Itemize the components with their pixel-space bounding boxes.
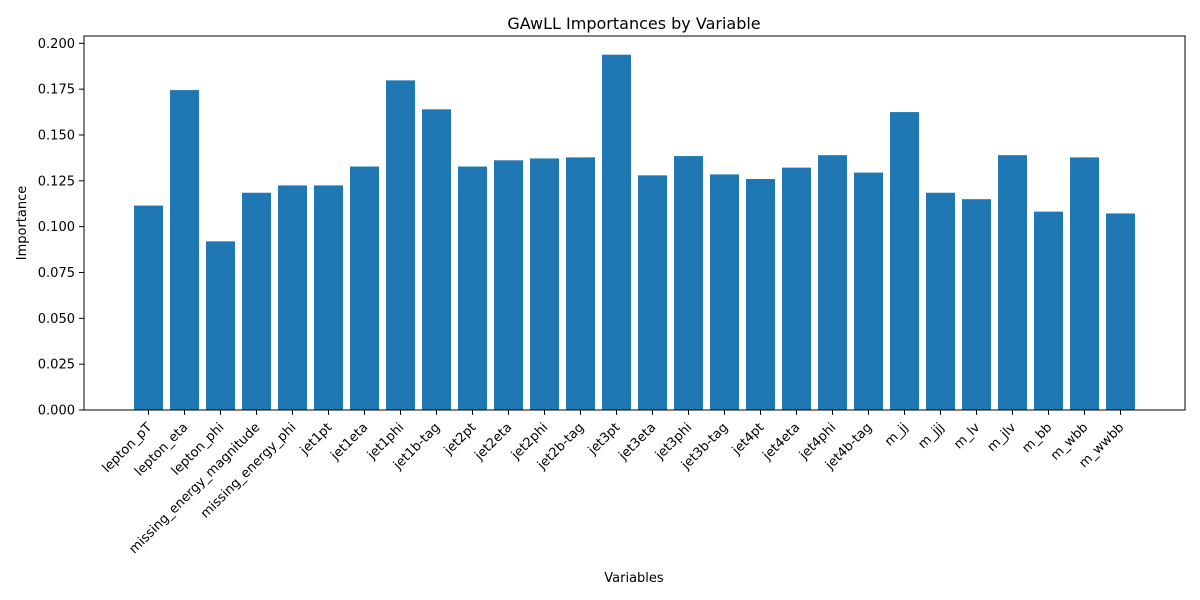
bar bbox=[998, 155, 1027, 410]
bar bbox=[278, 185, 307, 410]
y-axis: 0.000 0.025 0.050 0.075 0.100 0.125 0.150 0.175… bbox=[38, 37, 84, 419]
bar bbox=[638, 175, 667, 410]
y-tick-label: 0.200 bbox=[38, 37, 75, 52]
bar bbox=[926, 192, 955, 410]
bar bbox=[566, 157, 595, 410]
chart-title: GAwLL Importances by Variable bbox=[507, 14, 760, 33]
bar bbox=[674, 156, 703, 410]
plot-frame bbox=[83, 35, 1186, 411]
bar bbox=[494, 160, 523, 410]
y-tick-label: 0.175 bbox=[38, 83, 75, 98]
bar bbox=[854, 172, 883, 410]
bar bbox=[422, 109, 451, 410]
bar bbox=[1034, 211, 1063, 410]
bar bbox=[314, 185, 343, 410]
bar bbox=[710, 174, 739, 410]
y-tick-label: 0.075 bbox=[38, 266, 75, 281]
y-axis-label: Importance bbox=[15, 186, 30, 261]
y-tick-label: 0.025 bbox=[38, 358, 75, 373]
bar bbox=[1106, 213, 1135, 410]
y-tick-label: 0.150 bbox=[38, 129, 75, 144]
bar bbox=[242, 192, 271, 410]
bar bbox=[818, 155, 847, 410]
bar bbox=[458, 166, 487, 410]
bar bbox=[602, 54, 631, 410]
bar bbox=[782, 167, 811, 410]
bar bbox=[890, 112, 919, 410]
bar bbox=[530, 158, 559, 410]
y-tick-label: 0.100 bbox=[38, 220, 75, 235]
y-tick-label: 0.050 bbox=[38, 312, 75, 327]
bar bbox=[746, 179, 775, 410]
bar bbox=[170, 90, 199, 410]
bar bbox=[350, 166, 379, 410]
y-tick-label: 0.125 bbox=[38, 174, 75, 189]
y-tick-label: 0.000 bbox=[38, 404, 75, 419]
bar bbox=[206, 241, 235, 410]
bar bbox=[962, 199, 991, 410]
bar bbox=[134, 205, 163, 410]
bar bbox=[1070, 157, 1099, 410]
bars-group bbox=[134, 54, 1135, 410]
bar bbox=[386, 80, 415, 410]
x-axis-label: Variables bbox=[604, 571, 664, 586]
